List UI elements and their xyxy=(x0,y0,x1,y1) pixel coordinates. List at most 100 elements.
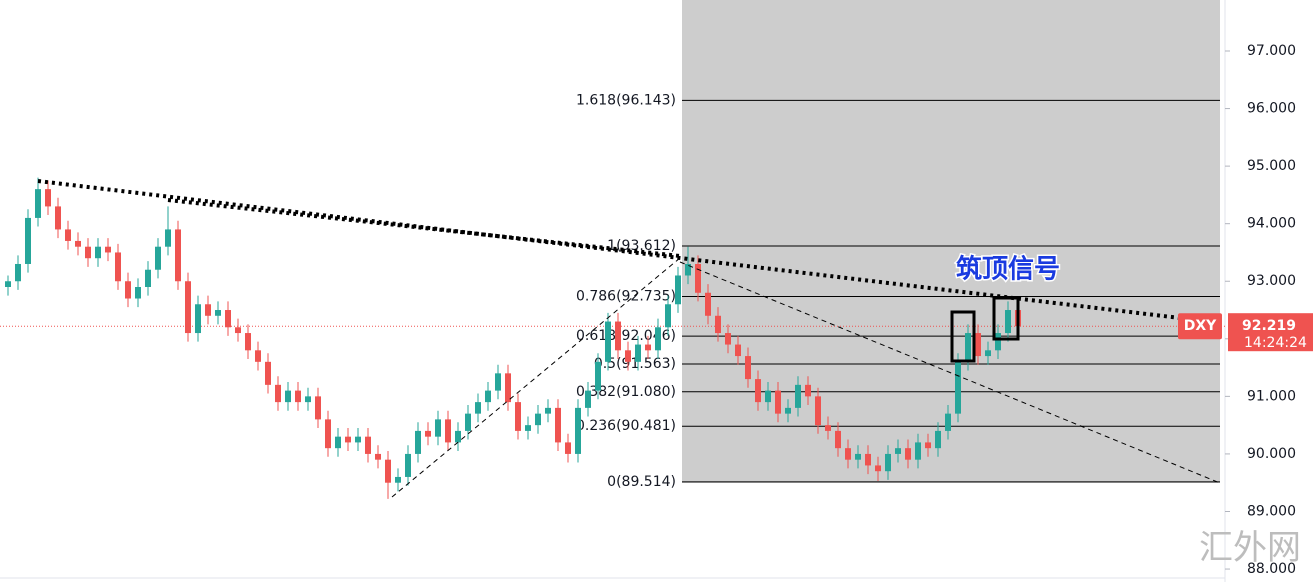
candle-body xyxy=(805,384,811,397)
signal-box xyxy=(992,296,1020,341)
candle-body xyxy=(125,281,131,299)
candle-body xyxy=(45,189,51,207)
y-tick-label: 97.000 xyxy=(1247,43,1296,59)
candle-body xyxy=(55,206,61,230)
y-tick-label: 90.000 xyxy=(1247,446,1296,462)
candle-body xyxy=(705,292,711,316)
candle-body xyxy=(645,344,651,351)
candle-body xyxy=(935,430,941,449)
candle-body xyxy=(505,373,511,403)
candle-body xyxy=(145,269,151,287)
candle-body xyxy=(345,436,351,443)
candle-body xyxy=(785,407,791,414)
candle-body xyxy=(175,229,181,282)
candle-body xyxy=(325,419,331,449)
candle-body xyxy=(855,453,861,460)
candle-body xyxy=(495,373,501,391)
candle-body xyxy=(595,361,601,391)
candle-body xyxy=(395,476,401,483)
candle-body xyxy=(685,263,691,276)
y-tick-label: 95.000 xyxy=(1247,158,1296,174)
candle-body xyxy=(885,453,891,472)
signal-box xyxy=(950,310,976,363)
candle-body xyxy=(615,321,621,351)
candle-body xyxy=(775,390,781,414)
candle-body xyxy=(975,333,981,357)
candle-body xyxy=(335,436,341,449)
candle-body xyxy=(415,430,421,454)
y-tick-label: 93.000 xyxy=(1247,273,1296,289)
candle-body xyxy=(845,448,851,460)
candle-body xyxy=(85,246,91,259)
candle-body xyxy=(765,390,771,403)
candle-body xyxy=(675,275,681,305)
candle-body xyxy=(965,333,971,362)
candle-body xyxy=(405,453,411,477)
candle-body xyxy=(995,333,1001,351)
candle-body xyxy=(665,304,671,328)
candle-body xyxy=(655,327,661,351)
candle-body xyxy=(195,304,201,334)
candle-body xyxy=(465,413,471,431)
candle-body xyxy=(915,442,921,460)
candle-body xyxy=(265,361,271,385)
fib-label: 0(89.514) xyxy=(607,474,676,490)
candle-body xyxy=(475,402,481,414)
candle-body xyxy=(295,390,301,403)
candle-body xyxy=(25,217,31,264)
fib-label: 1.618(96.143) xyxy=(576,92,676,108)
candle-body xyxy=(735,344,741,357)
y-tick-label: 98.000 xyxy=(1247,0,1296,1)
y-tick-label: 94.000 xyxy=(1247,216,1296,232)
candle-body xyxy=(795,384,801,408)
y-tick-label: 96.000 xyxy=(1247,101,1296,117)
candle-body xyxy=(1005,310,1011,334)
y-tick-label: 89.000 xyxy=(1247,503,1296,519)
candle-body xyxy=(905,448,911,460)
candle-body xyxy=(985,350,991,357)
watermark: 汇外网 xyxy=(1199,528,1301,568)
candle-body xyxy=(535,413,541,426)
candle-body xyxy=(425,430,431,437)
candle-body xyxy=(5,281,11,287)
candle-body xyxy=(565,442,571,454)
candle-body xyxy=(315,396,321,420)
fib-label: 0.5(91.563) xyxy=(594,356,676,372)
candle-body xyxy=(365,436,371,454)
candle-body xyxy=(205,304,211,316)
candle-body xyxy=(305,396,311,403)
candle-body xyxy=(435,419,441,437)
candle-body xyxy=(485,390,491,403)
fib-label: 0.236(90.481) xyxy=(576,418,676,434)
price-tag xyxy=(1228,313,1313,352)
candle-body xyxy=(165,229,171,247)
candle-body xyxy=(455,430,461,443)
candle-body xyxy=(355,436,361,443)
candle-body xyxy=(445,419,451,443)
candle-body xyxy=(255,350,261,362)
candle-body xyxy=(275,384,281,403)
candle-body xyxy=(385,459,391,483)
candle-body xyxy=(235,327,241,334)
candle-body xyxy=(65,229,71,241)
candle-body xyxy=(835,430,841,449)
time-label: 14:24:24 xyxy=(1244,335,1307,351)
fib-zone xyxy=(682,0,1220,483)
candle-body xyxy=(895,448,901,454)
candle-body xyxy=(575,407,581,454)
candle-body xyxy=(925,442,931,449)
candle-body xyxy=(155,246,161,270)
candle-body xyxy=(875,465,881,472)
candle-body xyxy=(545,407,551,414)
y-tick-label: 91.000 xyxy=(1247,388,1296,404)
candle-body xyxy=(35,189,41,218)
candle-body xyxy=(215,310,221,316)
candle-body xyxy=(95,246,101,259)
fib-label: 0.618(92.046) xyxy=(576,328,676,344)
candle-body xyxy=(945,413,951,431)
candle-body xyxy=(285,390,291,403)
candle-body xyxy=(815,396,821,426)
trend-line xyxy=(679,261,1221,484)
candle-body xyxy=(105,246,111,253)
